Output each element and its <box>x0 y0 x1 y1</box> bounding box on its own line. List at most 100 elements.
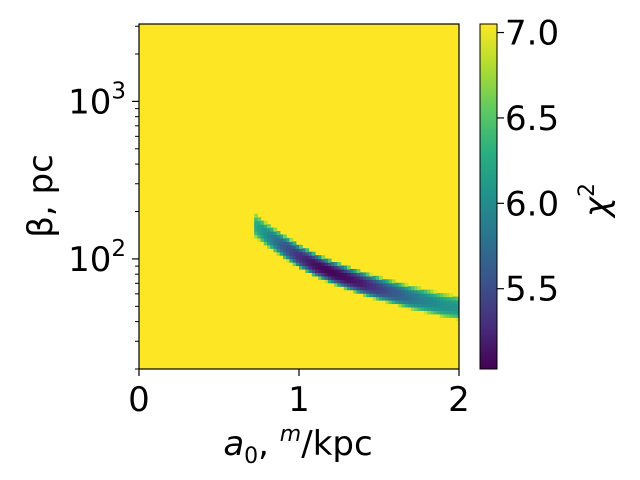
heatmap-cell <box>334 265 338 270</box>
heatmap-cell <box>363 282 367 287</box>
heatmap-cell <box>359 289 364 294</box>
heatmap-cell <box>439 300 444 305</box>
heatmap-cell <box>385 282 390 287</box>
heatmap-cell <box>343 282 348 287</box>
heatmap-cell <box>452 300 457 305</box>
heatmap-cell <box>286 258 290 263</box>
heatmap-cell <box>273 234 278 239</box>
heatmap-cell <box>449 313 454 318</box>
heatmap-cell <box>324 279 329 284</box>
heatmap-cell <box>427 310 431 315</box>
heatmap-cell <box>433 300 438 305</box>
heatmap-cell <box>343 275 348 280</box>
heatmap-cell <box>331 272 335 277</box>
heatmap-cell <box>292 255 297 260</box>
heatmap-cell <box>308 251 313 256</box>
heatmap-cell <box>443 303 447 308</box>
heatmap-cell <box>279 237 284 242</box>
heatmap-cell <box>311 255 316 260</box>
heatmap-cell <box>343 272 348 277</box>
heatmap-cell <box>449 293 454 298</box>
heatmap-cell <box>398 300 402 305</box>
heatmap-cell <box>363 289 367 294</box>
heatmap-cell <box>324 272 329 277</box>
heatmap-cell <box>267 231 271 236</box>
heatmap-cell <box>286 244 290 249</box>
colorbar-gradient <box>479 23 498 370</box>
heatmap-cell <box>337 265 342 270</box>
heatmap-cell <box>391 293 396 298</box>
heatmap-cell <box>318 268 322 273</box>
heatmap-cell <box>452 296 457 301</box>
heatmap-cell <box>267 234 271 239</box>
heatmap-cell <box>276 231 281 236</box>
heatmap-cell <box>331 265 335 270</box>
heatmap-cell <box>257 231 262 236</box>
colorbar-tick-label: 6.5 <box>505 99 559 139</box>
heatmap-cell <box>273 227 278 232</box>
heatmap-cell <box>273 231 278 236</box>
heatmap-cell <box>324 275 329 280</box>
heatmap-cell <box>305 262 310 267</box>
heatmap-cell <box>263 241 268 246</box>
heatmap-cell <box>363 293 367 298</box>
heatmap-cell <box>439 313 444 318</box>
heatmap-cell <box>350 286 354 291</box>
heatmap-cell <box>385 296 390 301</box>
heatmap-cell <box>363 279 367 284</box>
heatmap-cell <box>375 282 380 287</box>
heatmap-cell <box>407 296 412 301</box>
heatmap-cell <box>279 251 284 256</box>
heatmap-cell <box>359 272 364 277</box>
heatmap-cell <box>417 289 422 294</box>
heatmap-cell <box>430 300 434 305</box>
heatmap-cell <box>292 251 297 256</box>
heatmap-cell <box>395 300 399 305</box>
heatmap-cell <box>414 300 418 305</box>
heatmap-cell <box>423 310 428 315</box>
heatmap-cell <box>427 296 431 301</box>
heatmap-cell <box>260 234 265 239</box>
heatmap-cell <box>324 258 329 263</box>
heatmap-cell <box>321 268 326 273</box>
heatmap-cell <box>299 251 303 256</box>
heatmap-cell <box>433 293 438 298</box>
heatmap-cell <box>292 244 297 249</box>
heatmap-cell <box>276 251 281 256</box>
colorbar-tick-label: 5.5 <box>505 270 559 310</box>
heatmap-cell <box>359 279 364 284</box>
heatmap-cell <box>337 272 342 277</box>
heatmap-cell <box>404 289 409 294</box>
heatmap-cell <box>443 313 447 318</box>
colorbar-tick-label: 7.0 <box>505 14 559 54</box>
heatmap-cell <box>334 279 338 284</box>
heatmap-cell <box>276 237 281 242</box>
heatmap-cell <box>340 265 345 270</box>
heatmap-cell <box>411 303 415 308</box>
heatmap-cell <box>433 303 438 308</box>
heatmap-cell <box>372 289 377 294</box>
heatmap-cell <box>417 300 422 305</box>
heatmap-cell <box>366 293 370 298</box>
heatmap-cell <box>369 279 374 284</box>
heatmap-cell <box>321 275 326 280</box>
heatmap-cell <box>423 306 428 311</box>
heatmap-cell <box>363 275 367 280</box>
heatmap-cell <box>324 265 329 270</box>
colorbar-ticks: 5.5 6.0 6.5 7.0 <box>497 14 559 310</box>
heatmap-cell <box>404 282 409 287</box>
heatmap-cell <box>315 258 319 263</box>
y-tick-label: 102 <box>68 236 126 280</box>
heatmap-cell <box>356 282 361 287</box>
x-tick-label: 2 <box>448 380 470 420</box>
heatmap-cell <box>407 300 412 305</box>
heatmap-cell <box>270 234 274 239</box>
heatmap-cell <box>276 234 281 239</box>
heatmap-cell <box>395 296 399 301</box>
heatmap-cell <box>315 265 319 270</box>
heatmap-cell <box>308 262 313 267</box>
heatmap-cell <box>340 272 345 277</box>
heatmap-cell <box>443 293 447 298</box>
heatmap-cell <box>388 300 393 305</box>
heatmap-cell <box>305 258 310 263</box>
